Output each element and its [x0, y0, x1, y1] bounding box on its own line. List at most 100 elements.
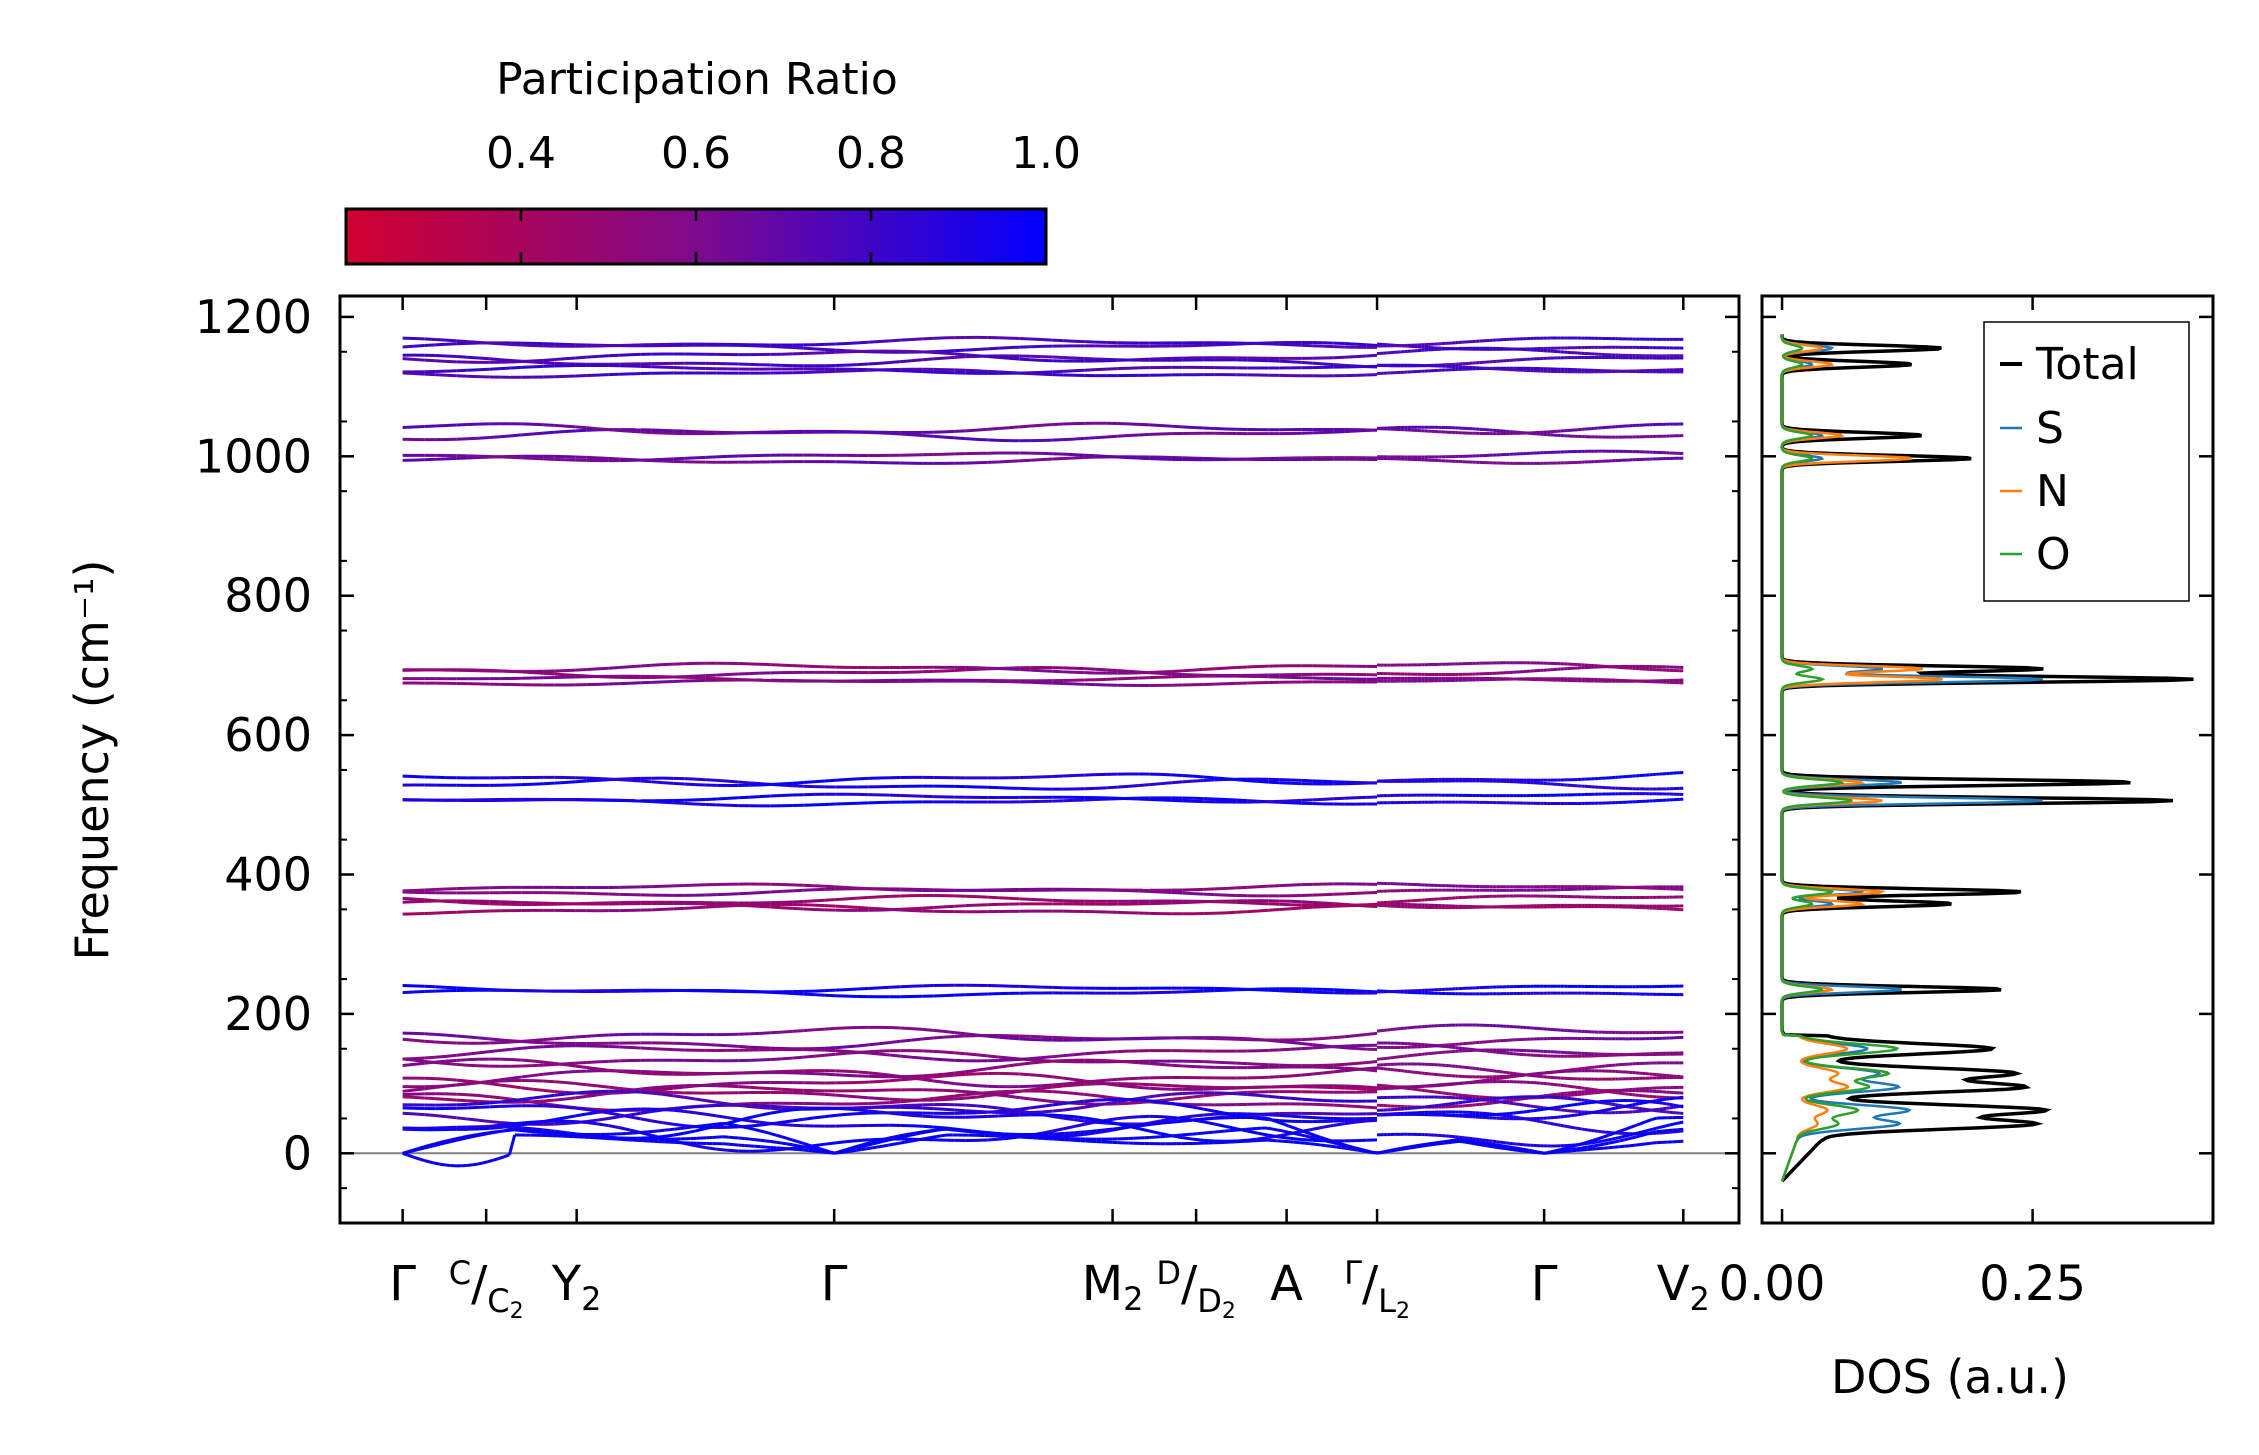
band-segment	[954, 352, 966, 357]
band-segment	[954, 429, 966, 433]
band-segment	[554, 429, 566, 434]
band-segment	[943, 435, 955, 440]
band-segment	[813, 1027, 825, 1032]
band-segment	[608, 777, 620, 782]
band-segment	[954, 1034, 966, 1038]
band-segment	[543, 358, 555, 362]
band-segment	[976, 895, 988, 899]
band-segment	[792, 781, 804, 785]
band-segment	[500, 366, 511, 371]
band-segment	[922, 1027, 934, 1032]
band-segment	[1312, 1036, 1324, 1041]
band-segment	[435, 1040, 447, 1045]
band-segment	[759, 890, 771, 895]
band-segment	[402, 896, 414, 901]
band-segment	[467, 340, 479, 344]
band-segment	[1236, 1061, 1248, 1066]
band-segment	[878, 361, 890, 365]
band-segment	[1279, 907, 1291, 911]
band-segment	[1203, 426, 1215, 431]
band-segment	[694, 674, 706, 678]
band-segment	[889, 1039, 901, 1045]
band-segment	[749, 904, 761, 908]
band-segment	[738, 1044, 750, 1049]
band-segment	[554, 780, 566, 785]
band-segment	[424, 337, 436, 341]
band-segment	[954, 436, 966, 441]
band-segment	[835, 988, 847, 992]
band-segment	[1257, 908, 1269, 913]
band-segment	[965, 667, 977, 672]
band-segment	[499, 342, 512, 346]
band-segment	[1236, 910, 1248, 914]
band-segment	[1312, 361, 1324, 366]
band-segment	[846, 341, 858, 345]
colorbar-ticks	[519, 209, 1048, 264]
band-segment	[1366, 1031, 1378, 1036]
colorbar-tick-label: 0.4	[486, 128, 556, 179]
band-segment	[510, 365, 522, 370]
band-segment	[1019, 897, 1031, 901]
band-segment	[857, 776, 869, 781]
band-segment	[738, 891, 750, 896]
band-segment	[792, 888, 804, 893]
band-segment	[1301, 798, 1313, 802]
band-segment	[998, 896, 1010, 900]
band-segment	[1127, 784, 1139, 788]
band-segment	[521, 1039, 533, 1043]
band-segment	[651, 780, 663, 785]
band-segment	[1149, 782, 1161, 787]
band-segment	[987, 1034, 999, 1039]
band-segment	[575, 1060, 587, 1065]
band-segment	[1344, 1046, 1356, 1051]
band-segment	[1030, 668, 1042, 673]
band-segment	[456, 900, 468, 905]
band-segment	[586, 667, 598, 672]
band-segment	[781, 1056, 793, 1061]
band-segment	[510, 1039, 522, 1044]
band-segment	[1333, 430, 1345, 434]
band-segment	[846, 987, 858, 992]
band-segment	[976, 437, 988, 442]
band-segment	[435, 1032, 447, 1037]
band-segment	[1236, 798, 1248, 803]
band-segment	[943, 904, 955, 909]
band-segment	[532, 782, 544, 786]
band-segment	[900, 907, 912, 911]
band-segment	[857, 986, 869, 991]
band-segment	[889, 360, 901, 364]
band-segment	[835, 885, 847, 890]
band-segment	[673, 456, 685, 461]
band-segment	[1333, 363, 1345, 367]
band-segment	[1052, 456, 1064, 461]
band-segment	[1290, 1040, 1302, 1046]
band-segment	[987, 1054, 999, 1059]
band-segment	[435, 342, 447, 347]
band-segment	[835, 904, 847, 909]
band-segment	[965, 437, 977, 441]
band-segment	[489, 367, 501, 371]
band-segment	[1052, 369, 1064, 374]
band-segment	[1192, 425, 1204, 430]
band-segment	[684, 782, 696, 787]
band-segment	[597, 427, 609, 432]
band-segment	[997, 1035, 1010, 1040]
band-segment	[554, 357, 566, 362]
band-segment	[564, 424, 576, 429]
band-segment	[1095, 435, 1107, 440]
band-segment	[1019, 458, 1031, 463]
band-segment	[922, 433, 934, 438]
band-segment	[965, 903, 977, 908]
band-segment	[922, 1036, 934, 1041]
band-segment	[868, 1042, 880, 1047]
band-segment	[1268, 780, 1280, 785]
band-segment	[413, 897, 425, 902]
band-segment	[770, 782, 782, 787]
band-segment	[738, 903, 750, 908]
band-segment	[1279, 1039, 1291, 1044]
band-segment	[1084, 667, 1096, 671]
band-segment	[1214, 776, 1226, 781]
band-segment	[694, 777, 706, 782]
band-segment	[878, 985, 890, 990]
band-segment	[1030, 458, 1042, 462]
